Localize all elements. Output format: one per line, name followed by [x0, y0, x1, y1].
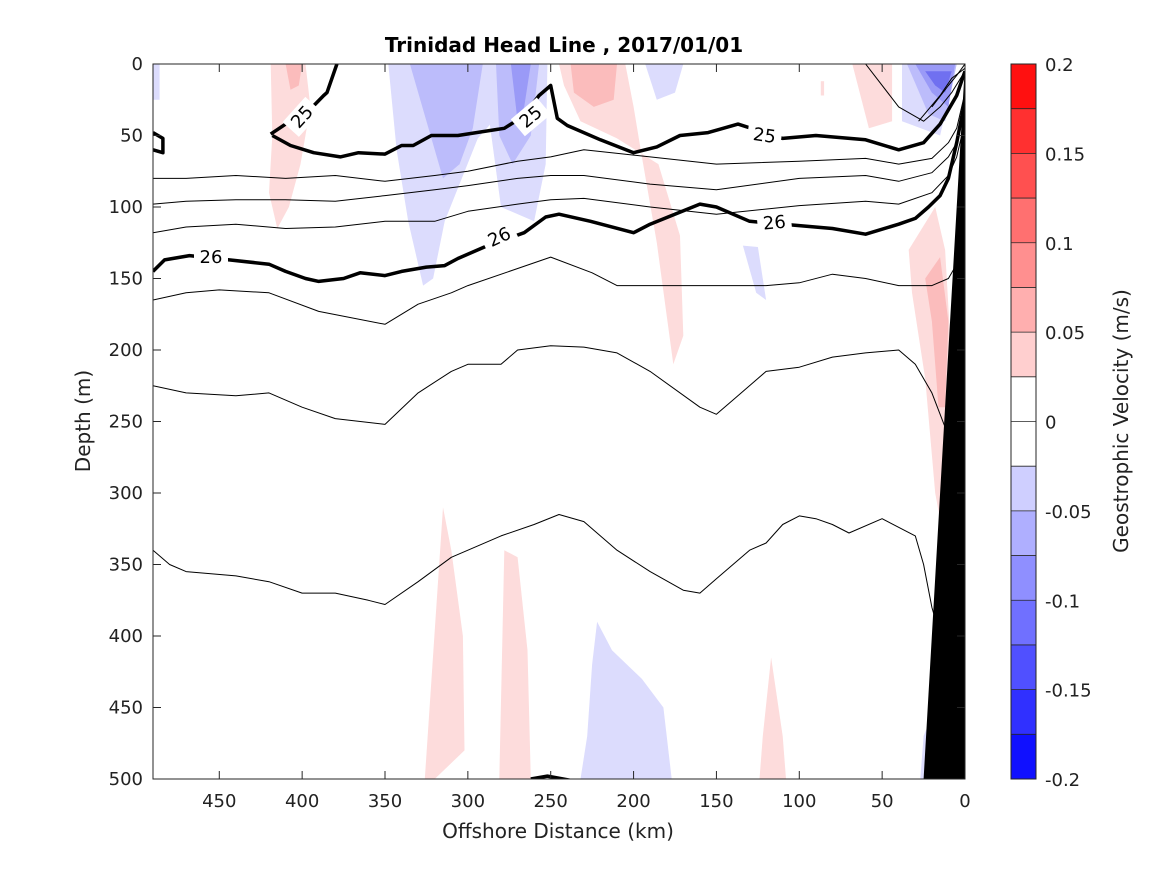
- isopycnal-label-group: 26: [479, 219, 520, 255]
- bathymetry-layer: [923, 64, 965, 779]
- velocity-patch: [398, 507, 465, 779]
- isopycnal-label: 26: [200, 247, 223, 268]
- colorbar-tick-label: 0.05: [1045, 323, 1085, 344]
- x-tick-label: 400: [285, 791, 319, 812]
- isopycnal-contour: [153, 514, 949, 665]
- colorbar-segment: [1011, 376, 1036, 422]
- bathymetry-shelf: [923, 64, 965, 779]
- chart-title: Trinidad Head Line , 2017/01/01: [385, 33, 743, 57]
- x-tick-label: 100: [782, 791, 816, 812]
- colorbar-tick-label: 0.15: [1045, 144, 1085, 165]
- x-tick-label: 250: [534, 791, 568, 812]
- colorbar-segment: [1011, 108, 1036, 154]
- colorbar-title: Geostrophic Velocity (m/s): [1109, 289, 1133, 553]
- colorbar-tick-label: 0: [1045, 413, 1056, 434]
- colorbar-segment: [1011, 689, 1036, 735]
- isopycnal-label-bg: [282, 96, 322, 137]
- velocity-patch: [820, 81, 825, 96]
- y-tick-label: 400: [109, 626, 143, 647]
- colorbar-segment: [1011, 466, 1036, 511]
- isopycnal-label-bg: [194, 246, 228, 269]
- y-tick-label: 350: [109, 555, 143, 576]
- isopycnal-contour: [153, 92, 965, 182]
- colorbar-tick-label: -0.1: [1045, 591, 1080, 612]
- velocity-patch: [285, 64, 303, 90]
- isopycnal-label-bg: [510, 97, 551, 137]
- isopycnal-contour-layer: [153, 64, 965, 779]
- isopycnal-label-bg: [756, 210, 793, 236]
- isopycnal-contour: [153, 345, 965, 479]
- colorbar-tick-label: -0.05: [1045, 502, 1092, 523]
- velocity-patch: [580, 621, 672, 779]
- isopycnal-contour: [865, 64, 965, 122]
- colorbar-segment: [1011, 153, 1036, 199]
- y-tick-label: 500: [109, 769, 143, 790]
- y-tick-label: 450: [109, 698, 143, 719]
- isopycnal-label-group: 26: [756, 210, 793, 236]
- velocity-patch: [510, 64, 531, 122]
- x-tick-label: 150: [699, 791, 733, 812]
- isopycnal-label-group: 25: [746, 122, 783, 149]
- y-tick-label: 150: [109, 269, 143, 290]
- isopycnal-contour: [153, 106, 965, 205]
- velocity-patch: [570, 64, 617, 107]
- x-tick-label: 300: [451, 791, 485, 812]
- x-tick-label: 350: [368, 791, 402, 812]
- velocity-patch: [742, 245, 767, 300]
- x-tick-label: 0: [959, 791, 970, 812]
- velocity-patch: [759, 657, 786, 779]
- colorbar-segment: [1011, 287, 1036, 333]
- colorbar-segment: [1011, 421, 1036, 467]
- colorbar-tick-label: 0.1: [1045, 234, 1074, 255]
- colorbar: 0.2 0.15 0.1 0.05 0 -0.05 -0.1 -0.15 -0.2: [1010, 55, 1092, 791]
- velocity-patch: [645, 64, 684, 100]
- x-axis-title: Offshore Distance (km): [442, 819, 674, 843]
- isopycnal-label-bg: [479, 219, 520, 255]
- colorbar-segment: [1011, 242, 1036, 288]
- colorbar-segment: [1011, 555, 1036, 601]
- velocity-patch: [409, 64, 483, 179]
- y-tick-label: 300: [109, 483, 143, 504]
- colorbar-tick-label: 0.2: [1045, 55, 1074, 76]
- isopycnal-label: 25: [752, 124, 778, 148]
- velocity-patch: [852, 64, 893, 129]
- x-tick-label: 450: [202, 791, 236, 812]
- colorbar-tick-label: -0.15: [1045, 681, 1092, 702]
- y-axis-title: Depth (m): [71, 370, 95, 472]
- y-axis-ticks: 0 50 100 150 200 250 300 350 400 450 500: [109, 54, 965, 790]
- isopycnal-label: 26: [762, 212, 787, 235]
- isopycnal-label-bg: [746, 122, 783, 149]
- isopycnal-contour: [153, 249, 965, 325]
- isopycnal-contour-bold: [153, 99, 965, 284]
- colorbar-segment: [1011, 600, 1036, 645]
- isopycnal-label-group: 26: [194, 246, 228, 269]
- isopycnal-contour: [153, 121, 965, 234]
- colorbar-segment: [1011, 198, 1036, 243]
- y-tick-label: 250: [109, 412, 143, 433]
- y-tick-label: 200: [109, 340, 143, 361]
- colorbar-tick-label: -0.2: [1045, 770, 1080, 791]
- colorbar-segment: [1011, 64, 1036, 109]
- x-tick-label: 50: [871, 791, 894, 812]
- x-axis-ticks: 450 400 350 300 250 200 150 100 50 0: [202, 64, 971, 812]
- isopycnal-label-group: 25: [282, 96, 322, 137]
- isopycnal-contour-bold: [271, 70, 965, 159]
- colorbar-segment: [1011, 734, 1036, 779]
- isopycnal-contour: [918, 67, 965, 122]
- velocity-patch: [153, 64, 160, 100]
- colorbar-segment: [1011, 510, 1036, 556]
- colorbar-segment: [1011, 644, 1036, 690]
- isopycnal-contour-bold: [269, 64, 339, 136]
- velocity-patch: [388, 64, 510, 286]
- colorbar-segment: [1011, 332, 1036, 377]
- y-tick-label: 0: [132, 54, 143, 75]
- velocity-patch: [559, 64, 684, 365]
- x-tick-label: 200: [616, 791, 650, 812]
- y-tick-label: 100: [109, 197, 143, 218]
- velocity-patch: [471, 550, 531, 779]
- y-tick-label: 50: [120, 126, 143, 147]
- velocity-patch: [925, 257, 949, 408]
